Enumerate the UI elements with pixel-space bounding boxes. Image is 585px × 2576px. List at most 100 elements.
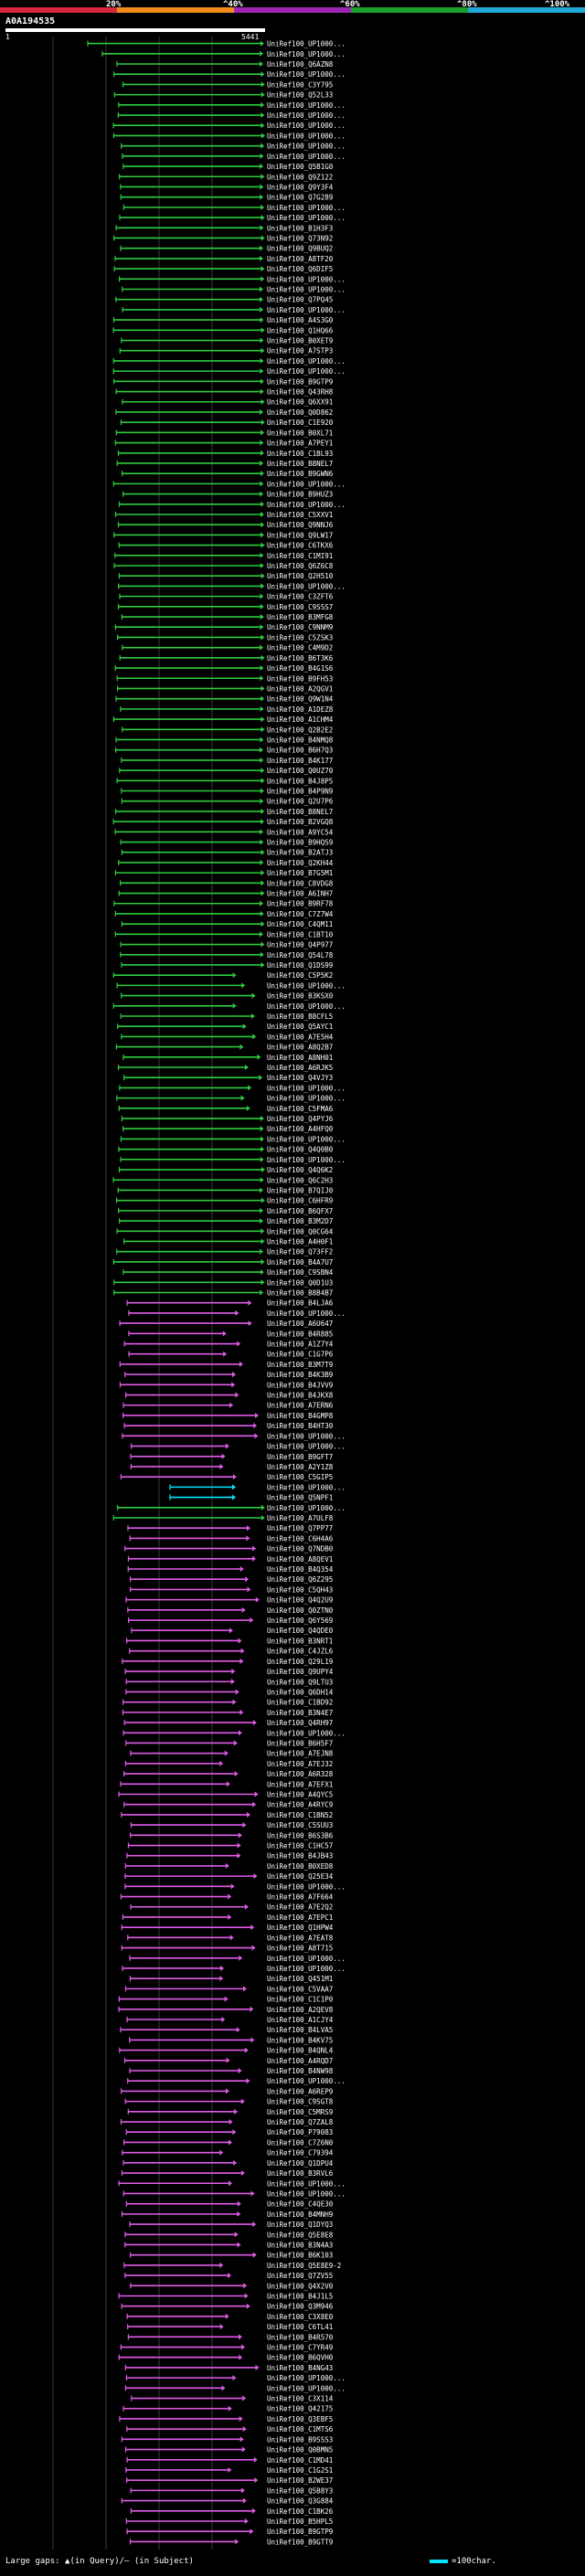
hit-label[interactable]: UniRef100_C1G7P6 bbox=[267, 1351, 334, 1359]
hit-label[interactable]: UniRef100_B9GFT7 bbox=[267, 1453, 333, 1461]
hit-label[interactable]: UniRef100_C9SSS7 bbox=[267, 603, 333, 611]
hit-label[interactable]: UniRef100_Q1DS99 bbox=[267, 961, 333, 970]
hit-label[interactable]: UniRef100_B0XL71 bbox=[267, 429, 333, 437]
hit-label[interactable]: UniRef100_Q4VJY3 bbox=[267, 1074, 333, 1082]
hit-label[interactable]: UniRef100_Q3G884 bbox=[267, 2497, 334, 2506]
hit-label[interactable]: UniRef100_C1C1P0 bbox=[267, 1996, 334, 2004]
hit-label[interactable]: UniRef100_Q5E8E8 bbox=[267, 2231, 334, 2239]
hit-label[interactable]: UniRef100_C79394 bbox=[267, 2149, 334, 2157]
hit-label[interactable]: UniRef100_Q7PQ45 bbox=[267, 296, 333, 304]
hit-label[interactable]: UniRef100_C6TKX6 bbox=[267, 542, 334, 550]
hit-label[interactable]: UniRef100_B1H3F3 bbox=[267, 224, 333, 232]
hit-label[interactable]: UniRef100_B6T3K6 bbox=[267, 654, 334, 663]
hit-label[interactable]: UniRef100_A2QEV8 bbox=[267, 2006, 334, 2014]
hit-label[interactable]: UniRef100_Q6AZN8 bbox=[267, 60, 334, 69]
hit-label[interactable]: UniRef100_Q4PYJ6 bbox=[267, 1115, 334, 1123]
hit-label[interactable]: UniRef100_Q9UPY4 bbox=[267, 1668, 334, 1676]
hit-label[interactable]: UniRef100_B8B4B7 bbox=[267, 1289, 333, 1298]
hit-label[interactable]: UniRef100_C1HC57 bbox=[267, 1842, 333, 1850]
hit-label[interactable]: UniRef100_Q73FF2 bbox=[267, 1248, 333, 1256]
hit-label[interactable]: UniRef100_C4QE30 bbox=[267, 2200, 334, 2209]
hit-label[interactable]: UniRef100_C1BT10 bbox=[267, 930, 334, 938]
hit-label[interactable]: UniRef100_Q4P977 bbox=[267, 941, 333, 949]
hit-label[interactable]: UniRef100_Q25E34 bbox=[267, 1872, 334, 1881]
hit-label[interactable]: UniRef100_C9SGT8 bbox=[267, 2098, 334, 2106]
hit-label[interactable]: UniRef100_B4MNH9 bbox=[267, 2210, 333, 2219]
hit-label[interactable]: UniRef100_C5QH43 bbox=[267, 1585, 333, 1594]
hit-label[interactable]: UniRef100_UP1000... bbox=[267, 306, 346, 314]
hit-label[interactable]: UniRef100_UP1000... bbox=[267, 204, 346, 212]
hit-label[interactable]: UniRef100_A7EJN8 bbox=[267, 1750, 334, 1758]
hit-label[interactable]: UniRef100_P79083 bbox=[267, 2128, 333, 2136]
hit-label[interactable]: UniRef100_UP1000... bbox=[267, 1443, 346, 1451]
hit-label[interactable]: UniRef100_Q29L19 bbox=[267, 1658, 333, 1666]
hit-label[interactable]: UniRef100_B3M2D7 bbox=[267, 1217, 333, 1225]
hit-label[interactable]: UniRef100_UP1000... bbox=[267, 2077, 346, 2085]
hit-label[interactable]: UniRef100_UP1000... bbox=[267, 122, 346, 130]
hit-label[interactable]: UniRef100_B4NMQ8 bbox=[267, 736, 334, 744]
hit-label[interactable]: UniRef100_B4R570 bbox=[267, 2333, 334, 2341]
hit-label[interactable]: UniRef100_B4K177 bbox=[267, 757, 333, 765]
hit-label[interactable]: UniRef100_A1CJY4 bbox=[267, 2016, 334, 2024]
hit-label[interactable]: UniRef100_UP1000... bbox=[267, 367, 346, 376]
hit-label[interactable]: UniRef100_B6H7Q3 bbox=[267, 747, 333, 755]
hit-label[interactable]: UniRef100_B6QFX7 bbox=[267, 1207, 333, 1215]
hit-label[interactable]: UniRef100_B2VGQ8 bbox=[267, 818, 334, 826]
hit-label[interactable]: UniRef100_Q9Y3F4 bbox=[267, 183, 334, 191]
hit-label[interactable]: UniRef100_C1BD92 bbox=[267, 1699, 333, 1707]
hit-label[interactable]: UniRef100_A4QYC5 bbox=[267, 1791, 333, 1799]
hit-label[interactable]: UniRef100_C5SUU3 bbox=[267, 1821, 333, 1829]
hit-label[interactable]: UniRef100_Q52L33 bbox=[267, 91, 333, 100]
hit-label[interactable]: UniRef100_B3NRT1 bbox=[267, 1637, 333, 1645]
hit-label[interactable]: UniRef100_B4R885 bbox=[267, 1330, 333, 1338]
hit-label[interactable]: UniRef100_C6TL41 bbox=[267, 2323, 333, 2331]
hit-label[interactable]: UniRef100_UP1000... bbox=[267, 275, 346, 283]
hit-label[interactable]: UniRef100_B0XET9 bbox=[267, 337, 333, 345]
hit-label[interactable]: UniRef100_B3KSX0 bbox=[267, 992, 334, 1001]
hit-label[interactable]: UniRef100_C7Z7W4 bbox=[267, 910, 334, 918]
hit-label[interactable]: UniRef100_Q3M946 bbox=[267, 2303, 334, 2311]
hit-label[interactable]: UniRef100_Q7G289 bbox=[267, 194, 333, 202]
hit-label[interactable]: UniRef100_A7F664 bbox=[267, 1893, 334, 1902]
hit-label[interactable]: UniRef100_A1Z7Y4 bbox=[267, 1341, 334, 1349]
hit-label[interactable]: UniRef100_UP1000... bbox=[267, 1309, 346, 1318]
hit-label[interactable]: UniRef100_Q0D1U3 bbox=[267, 1278, 333, 1287]
hit-label[interactable]: UniRef100_Q4QDE0 bbox=[267, 1627, 334, 1635]
hit-label[interactable]: UniRef100_Q3EBF5 bbox=[267, 2415, 333, 2423]
hit-label[interactable]: UniRef100_B8NEL7 bbox=[267, 460, 333, 468]
hit-label[interactable]: UniRef100_C4QM11 bbox=[267, 920, 333, 928]
hit-label[interactable]: UniRef100_C5P5K2 bbox=[267, 971, 333, 980]
hit-label[interactable]: UniRef100_Q6DIF5 bbox=[267, 265, 333, 273]
hit-label[interactable]: UniRef100_B8CFL5 bbox=[267, 1012, 333, 1021]
hit-label[interactable]: UniRef100_UP1000... bbox=[267, 153, 346, 161]
hit-label[interactable]: UniRef100_C1MI91 bbox=[267, 552, 333, 560]
hit-label[interactable]: UniRef100_A6REP9 bbox=[267, 2087, 333, 2095]
hit-label[interactable]: UniRef100_B9SSS3 bbox=[267, 2435, 333, 2443]
hit-label[interactable]: UniRef100_B3MFG8 bbox=[267, 613, 334, 621]
hit-label[interactable]: UniRef100_UP1000... bbox=[267, 357, 346, 366]
hit-label[interactable]: UniRef100_Q9Z122 bbox=[267, 173, 333, 181]
hit-label[interactable]: UniRef100_C1G2S1 bbox=[267, 2466, 333, 2475]
hit-label[interactable]: UniRef100_Q7NDB0 bbox=[267, 1545, 334, 1553]
hit-label[interactable]: UniRef100_C1BN52 bbox=[267, 1811, 333, 1819]
hit-label[interactable]: UniRef100_B4J8P5 bbox=[267, 777, 333, 785]
hit-label[interactable]: UniRef100_Q2KH44 bbox=[267, 859, 334, 867]
hit-label[interactable]: UniRef100_UP1000... bbox=[267, 1135, 346, 1143]
hit-label[interactable]: UniRef100_UP1000... bbox=[267, 2189, 346, 2198]
hit-label[interactable]: UniRef100_Q451M1 bbox=[267, 1975, 333, 1983]
hit-label[interactable]: UniRef100_B4JB43 bbox=[267, 1852, 333, 1860]
hit-label[interactable]: UniRef100_Q6XX91 bbox=[267, 398, 333, 407]
hit-label[interactable]: UniRef100_B6H5F7 bbox=[267, 1739, 333, 1747]
hit-label[interactable]: UniRef100_A1CHM4 bbox=[267, 716, 334, 724]
hit-label[interactable]: UniRef100_B4Q354 bbox=[267, 1565, 334, 1574]
hit-label[interactable]: UniRef100_B4NW98 bbox=[267, 2067, 334, 2075]
hit-label[interactable]: UniRef100_B3N4E7 bbox=[267, 1709, 333, 1717]
hit-label[interactable]: UniRef100_Q5AYC1 bbox=[267, 1023, 333, 1031]
hit-label[interactable]: UniRef100_Q7ZAL8 bbox=[267, 2118, 334, 2126]
hit-label[interactable]: UniRef100_Q4Q2U9 bbox=[267, 1596, 333, 1605]
hit-label[interactable]: UniRef100_Q5E8E9-2 bbox=[267, 2262, 341, 2270]
hit-label[interactable]: UniRef100_C4JZL6 bbox=[267, 1648, 334, 1656]
hit-label[interactable]: UniRef100_UP1000... bbox=[267, 1729, 346, 1737]
hit-label[interactable]: UniRef100_Q6DH14 bbox=[267, 1688, 334, 1696]
hit-label[interactable]: UniRef100_Q7ZV55 bbox=[267, 2272, 333, 2280]
